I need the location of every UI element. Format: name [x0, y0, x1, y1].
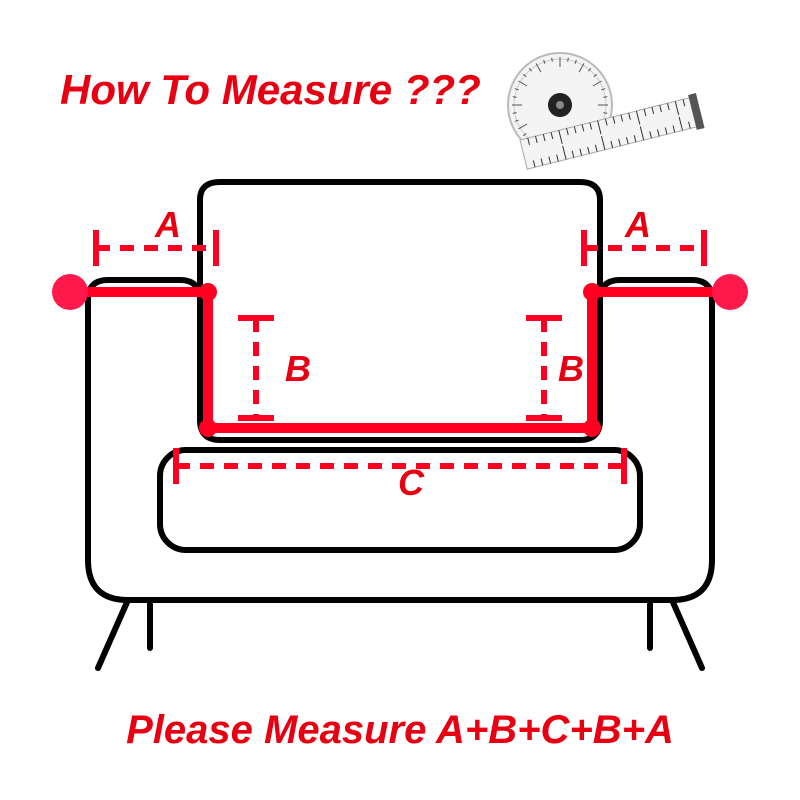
measurement-diagram: How To Measure ??? Please Measure A+B+C+…: [0, 0, 800, 800]
diagram-svg: [0, 0, 800, 800]
